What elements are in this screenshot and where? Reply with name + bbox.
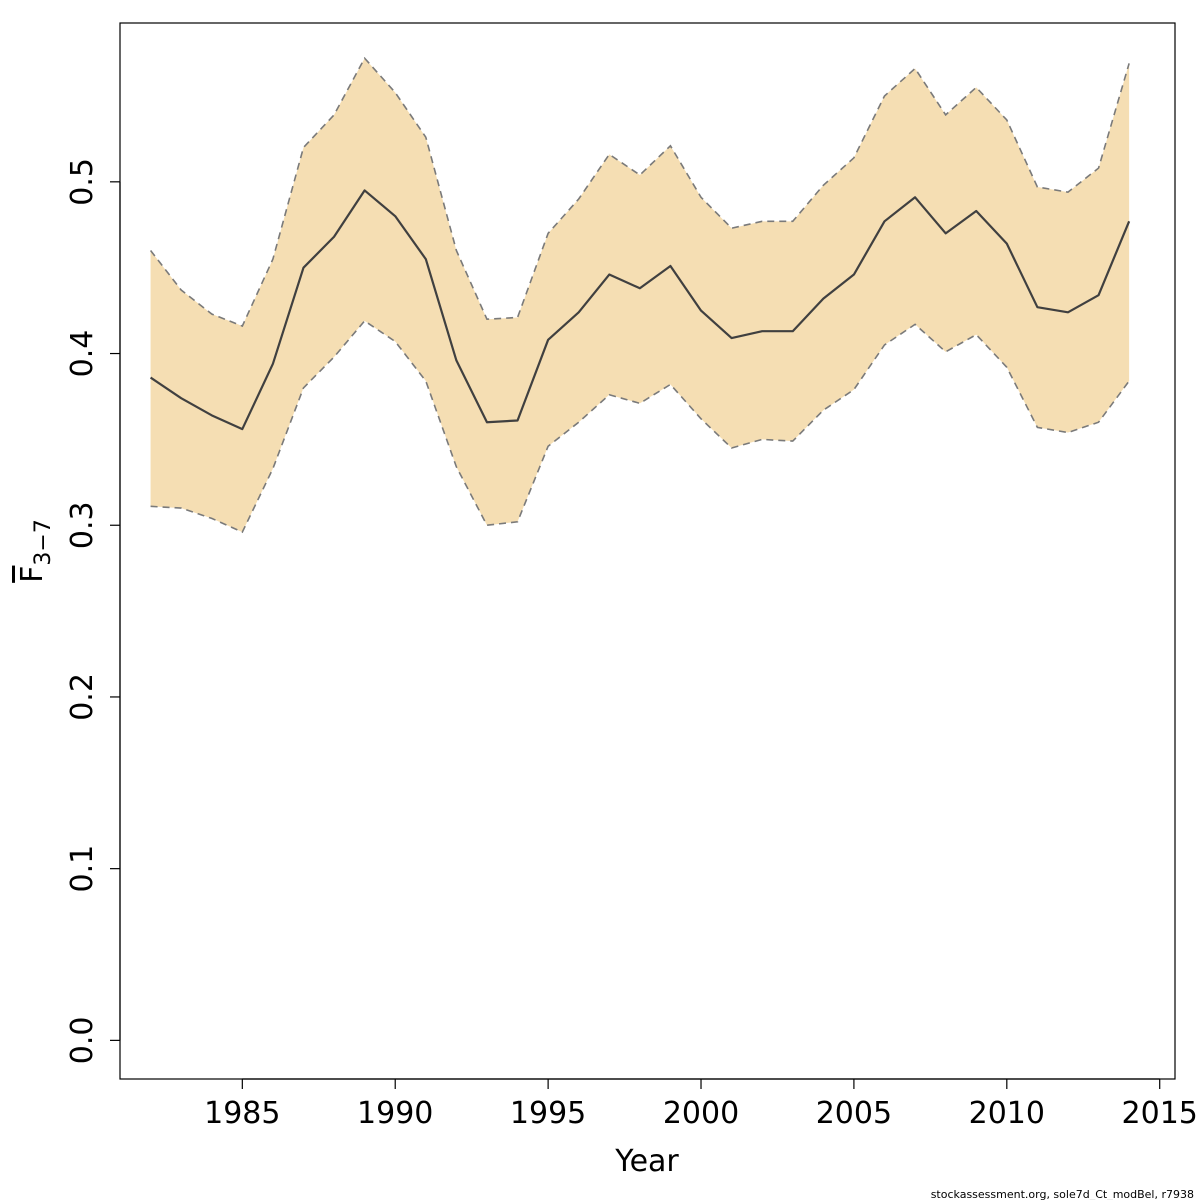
upper-bound-line: [149, 56, 1130, 328]
y-tick-label: 0.2: [65, 673, 100, 721]
lower-bound-line: [150, 319, 1130, 534]
confidence-band: [150, 58, 1130, 533]
y-tick-label: 0.1: [65, 845, 100, 893]
x-tick-label: 2005: [816, 1096, 892, 1131]
x-axis: 1985 1990 1995 2000 2005 2010 2015: [204, 1078, 1198, 1131]
x-tick-label: 1990: [357, 1096, 433, 1131]
y-axis-title-subscript: 3−7: [31, 519, 56, 565]
y-tick-label: 0.5: [65, 158, 100, 206]
y-axis-title: F3−7: [15, 519, 56, 583]
footer-text: stockassessment.org, sole7d_Ct_modBel, r…: [931, 1188, 1194, 1200]
y-tick-label: 0.4: [65, 330, 100, 378]
x-tick-label: 2010: [969, 1096, 1045, 1131]
plot-area: [149, 56, 1131, 534]
svg-text:F3−7: F3−7: [15, 519, 56, 583]
x-tick-label: 2015: [1122, 1096, 1198, 1131]
x-tick-label: 1995: [510, 1096, 586, 1131]
x-axis-title: Year: [614, 1144, 679, 1179]
estimate-line: [149, 189, 1131, 431]
x-tick-label: 2000: [663, 1096, 739, 1131]
x-tick-label: 1985: [204, 1096, 280, 1131]
y-axis-title-main: F: [15, 566, 50, 583]
y-tick-label: 0.0: [65, 1017, 100, 1065]
y-tick-label: 0.3: [65, 501, 100, 549]
y-axis: 0.0 0.1 0.2 0.3 0.4 0.5: [65, 158, 121, 1065]
